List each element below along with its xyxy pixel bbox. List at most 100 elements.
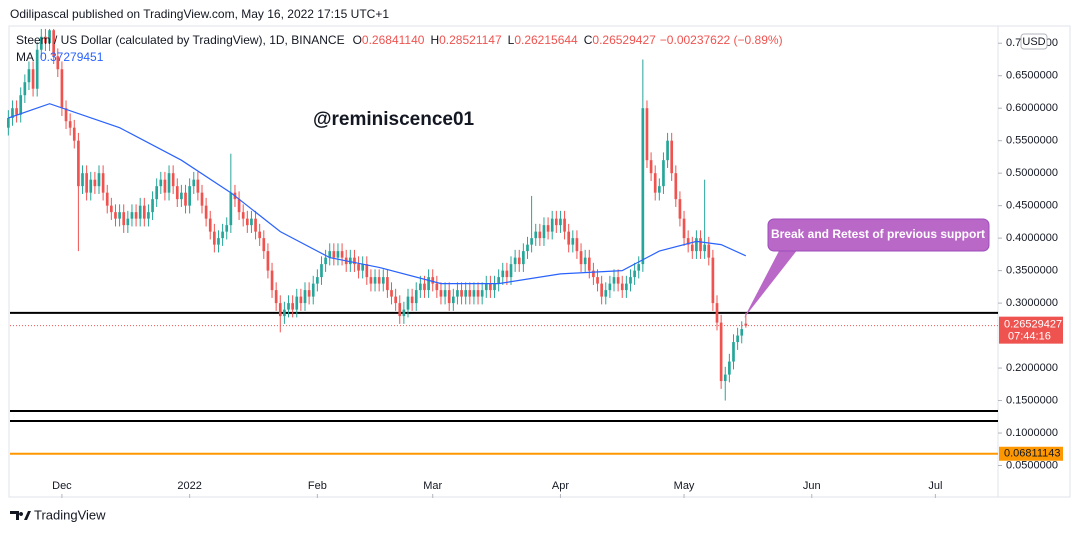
candle-body: [740, 329, 744, 336]
candle-body: [39, 36, 43, 50]
candle-body: [542, 225, 546, 239]
candle-body: [295, 296, 299, 310]
ohlc-value: 0.26841140: [362, 33, 425, 47]
x-tick-label: 2022: [177, 480, 201, 492]
candle-body: [23, 82, 27, 96]
candle-body: [97, 173, 101, 187]
candle-body: [221, 231, 224, 239]
callout-box: [767, 218, 990, 252]
candle-body: [340, 251, 344, 258]
candle-body: [690, 244, 694, 252]
candle-body: [200, 192, 204, 206]
candle-body: [394, 296, 397, 304]
y-tick-label: 0.0500000: [1006, 459, 1058, 471]
candle-body: [464, 290, 468, 297]
logo-icon: [10, 511, 31, 520]
candle-body: [608, 283, 612, 291]
candle-body: [19, 95, 23, 115]
candle-body: [175, 186, 179, 200]
candle-body: [130, 212, 134, 219]
candle-body: [402, 309, 406, 317]
candle-body: [682, 218, 686, 239]
candle-body: [559, 218, 562, 226]
candle-body: [320, 264, 323, 278]
candle-body: [414, 290, 418, 304]
candle-body: [497, 277, 500, 284]
candle-body: [241, 212, 245, 219]
ma-legend: MA 0.37279451: [16, 50, 104, 64]
candle-body: [250, 218, 253, 226]
candle-body: [332, 251, 336, 258]
candle-body: [439, 290, 443, 297]
candle-body: [390, 290, 393, 297]
candle-body: [262, 238, 266, 252]
change: −0.00237622 (−0.89%): [660, 33, 783, 47]
candle-body: [274, 290, 278, 304]
candle-body: [270, 270, 274, 291]
x-tick-label: Jul: [928, 480, 942, 492]
candle-body: [105, 192, 109, 206]
ohlc-value: 0.28521147: [439, 33, 502, 47]
candle-body: [44, 36, 47, 44]
candle-body: [612, 277, 616, 284]
candle-body: [7, 117, 10, 128]
candle-body: [31, 69, 35, 89]
candle-body: [357, 264, 360, 271]
candle-body: [217, 238, 220, 245]
candle-body: [237, 199, 241, 213]
y-tick-label: 0.5000000: [1006, 167, 1058, 179]
candle-body: [592, 270, 595, 278]
candle-body: [184, 192, 187, 206]
candle-body: [138, 205, 142, 219]
candle-body: [476, 290, 480, 297]
candle-body: [480, 290, 484, 297]
ohlc: O0.26841140 H0.28521147 L0.26215644 C0.2652…: [353, 33, 657, 47]
x-tick-label: Apr: [552, 480, 569, 492]
candle-body: [563, 218, 566, 232]
candle-body: [208, 218, 212, 232]
candle-body: [736, 335, 739, 343]
ma-name: MA: [16, 50, 34, 64]
candle-body: [699, 238, 702, 252]
candle-body: [118, 212, 121, 219]
candle-body: [649, 160, 653, 174]
candle-body: [443, 290, 447, 297]
x-tick-label: Dec: [52, 480, 72, 492]
level-price-box: [999, 446, 1063, 461]
candle-body: [381, 277, 385, 284]
candle-body: [674, 173, 678, 200]
candle-body: [196, 179, 200, 193]
y-tick-label: 0.5500000: [1006, 135, 1058, 147]
candle-body: [147, 212, 150, 219]
candle-body: [456, 290, 459, 297]
candle-body: [468, 290, 472, 297]
ohlc-value: 0.26529427: [592, 33, 656, 47]
candle-body: [645, 108, 649, 161]
candle-body: [93, 179, 97, 187]
candle-body: [64, 108, 68, 122]
candle-body: [596, 277, 599, 284]
candle-body: [435, 283, 439, 291]
candle-body: [513, 257, 517, 265]
ma-value: 0.37279451: [40, 50, 104, 64]
candle-body: [155, 186, 159, 200]
y-tick-label: 0.6500000: [1006, 70, 1058, 82]
candle-body: [348, 257, 352, 265]
candle-body: [600, 283, 603, 297]
candle-body: [89, 179, 93, 193]
candle-body: [575, 238, 579, 252]
annotation: @reminiscence01: [313, 109, 475, 130]
candle-body: [451, 296, 455, 304]
candle-body: [27, 69, 31, 83]
candle-body: [427, 277, 430, 291]
y-tick-label: 0.4000000: [1006, 232, 1058, 244]
candle-body: [225, 225, 229, 232]
candle-body: [719, 322, 723, 382]
symbol: Steem / US Dollar (calculated by Trading…: [16, 33, 345, 47]
candle-body: [489, 283, 492, 291]
candle-body: [505, 270, 509, 278]
candle-body: [142, 205, 146, 219]
candle-body: [670, 140, 674, 174]
candle-body: [52, 30, 56, 57]
